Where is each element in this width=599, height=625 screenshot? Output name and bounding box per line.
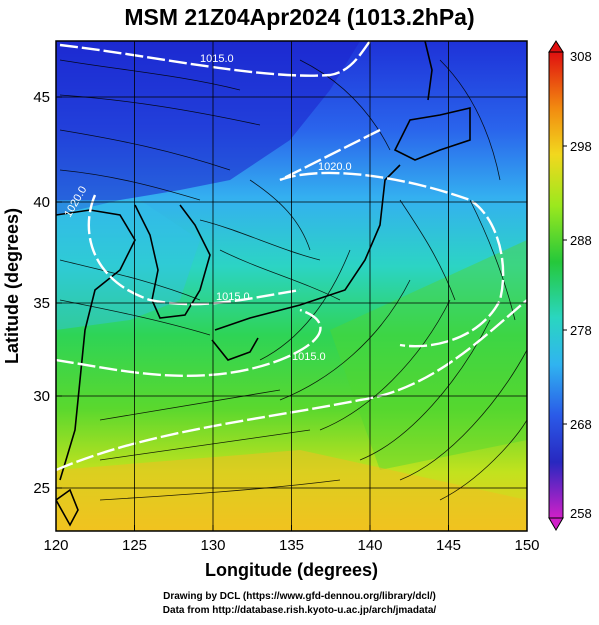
taiwan-coast bbox=[56, 488, 79, 527]
y-axis bbox=[56, 96, 62, 489]
japan-kyushu bbox=[211, 337, 259, 361]
isobar-1015-south bbox=[56, 308, 322, 378]
x-axis bbox=[55, 525, 528, 531]
y-tick-label: 25 bbox=[33, 480, 50, 497]
credit-drawing: Drawing by DCL (https://www.gfd-dennou.o… bbox=[163, 591, 436, 602]
map-panel: 1015.0 1020.0 1020.0 1015.0 1015.0 bbox=[56, 41, 527, 531]
credit-data-source: Data from http://database.rish.kyoto-u.a… bbox=[162, 605, 437, 616]
x-tick-label: 150 bbox=[514, 537, 539, 554]
x-tick-label: 145 bbox=[436, 537, 461, 554]
korea-coast bbox=[134, 204, 211, 319]
plot-title: MSM 21Z04Apr2024 (1013.2hPa) bbox=[124, 4, 475, 30]
x-tick-label: 130 bbox=[200, 537, 225, 554]
coastlines bbox=[56, 41, 471, 527]
japan-honshu bbox=[214, 164, 401, 331]
isobar-label: 1015.0 bbox=[200, 53, 234, 65]
isobar-1020-west bbox=[87, 194, 301, 306]
x-tick-label: 135 bbox=[279, 537, 304, 554]
colorbar-tick-label: 278 bbox=[570, 323, 592, 338]
isobar-label: 1020.0 bbox=[318, 161, 352, 173]
x-tick-label: 120 bbox=[43, 537, 68, 554]
isobar-1015-north bbox=[59, 41, 371, 77]
y-tick-labels: 25 30 35 40 45 bbox=[33, 89, 50, 497]
isobar-label: 1015.0 bbox=[216, 291, 250, 303]
colorbar-tick-label: 268 bbox=[570, 417, 592, 432]
colorbar-upper-arrow bbox=[548, 40, 564, 53]
sakhalin-coast bbox=[424, 41, 433, 101]
y-tick-label: 45 bbox=[33, 89, 50, 106]
isobars bbox=[56, 41, 527, 472]
colorbar: 308 298 288 278 268 258 bbox=[548, 40, 592, 531]
graticule bbox=[56, 41, 527, 531]
colorbar-scale bbox=[548, 51, 564, 519]
warm-airmass-region bbox=[330, 240, 527, 470]
cold-airmass-region bbox=[56, 41, 360, 215]
japan-hokkaido bbox=[393, 106, 471, 161]
colorbar-lower-arrow bbox=[548, 517, 564, 531]
cool-airmass-region bbox=[56, 200, 200, 330]
colorbar-tick-label: 308 bbox=[570, 49, 592, 64]
y-axis-label: Latitude (degrees) bbox=[2, 208, 22, 364]
isobar-1015-southeast bbox=[56, 299, 527, 472]
x-tick-label: 125 bbox=[122, 537, 147, 554]
china-coast bbox=[56, 209, 136, 481]
x-axis-label: Longitude (degrees) bbox=[205, 560, 378, 580]
y-tick-label: 30 bbox=[33, 388, 50, 405]
y-tick-label: 40 bbox=[33, 194, 50, 211]
x-tick-labels: 120 125 130 135 140 145 150 bbox=[43, 537, 539, 554]
isobar-label: 1015.0 bbox=[292, 351, 326, 363]
colorbar-tick-label: 258 bbox=[570, 506, 592, 521]
colorbar-tick-label: 288 bbox=[570, 233, 592, 248]
colorbar-tick-label: 298 bbox=[570, 139, 592, 154]
x-tick-label: 140 bbox=[357, 537, 382, 554]
isobar-1020-north bbox=[279, 128, 505, 348]
y-tick-label: 35 bbox=[33, 295, 50, 312]
